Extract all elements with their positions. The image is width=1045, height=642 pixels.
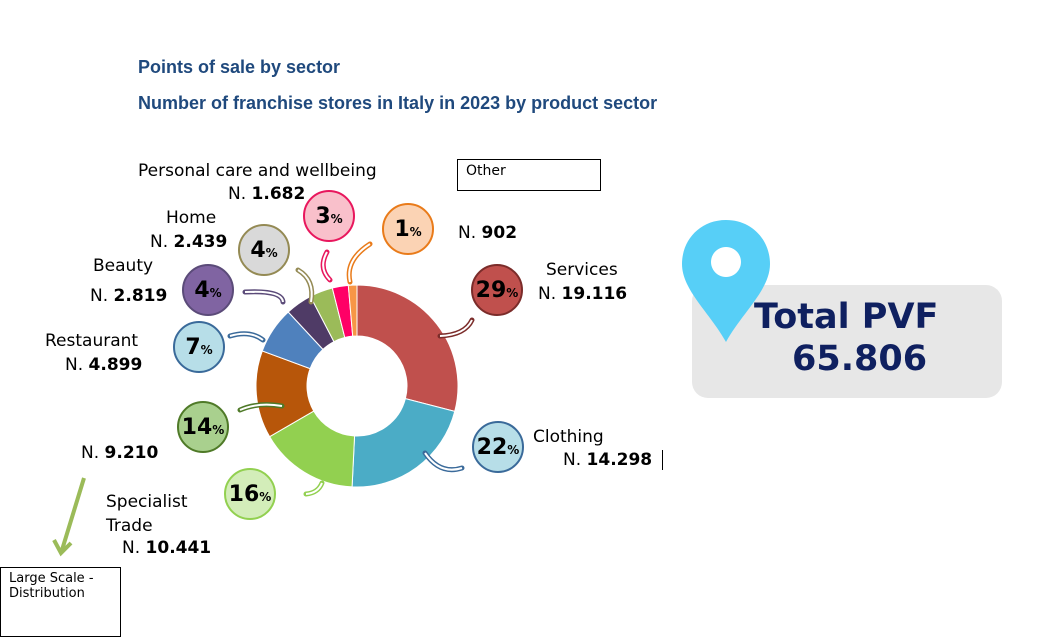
percent-value: 7 xyxy=(185,334,201,360)
percent-value: 4 xyxy=(250,237,266,263)
percent-sign: % xyxy=(209,286,222,300)
percent-value: 3 xyxy=(315,203,331,229)
percent-sign: % xyxy=(200,343,213,357)
percent-bubble: 7% xyxy=(173,321,225,373)
percent-sign: % xyxy=(265,246,278,260)
arrow-icon-inner xyxy=(229,332,264,341)
value-large-scale: N. 9.210 xyxy=(81,443,159,463)
value-services: N. 19.116 xyxy=(538,284,628,304)
label-home: Home xyxy=(166,208,217,228)
percent-bubble: 14% xyxy=(177,401,229,453)
label-beauty: Beauty xyxy=(93,256,154,276)
percent-bubble: 4% xyxy=(238,224,290,276)
percent-sign: % xyxy=(330,212,343,226)
percent-bubble: 29% xyxy=(471,264,523,316)
value-other: N. 902 xyxy=(458,223,518,243)
arrow-icon-inner xyxy=(305,482,323,495)
label-other: Other xyxy=(457,159,601,191)
chart-title: Points of sale by sector xyxy=(138,57,341,77)
arrow-icon-inner xyxy=(439,319,473,337)
label-services: Services xyxy=(546,260,618,280)
arrow-icon-inner xyxy=(239,403,283,411)
percent-value: 4 xyxy=(194,277,210,303)
percent-value: 14 xyxy=(181,414,213,440)
value-clothing: N. 14.298 xyxy=(563,450,664,470)
percent-sign: % xyxy=(212,423,225,437)
label-restaurant: Restaurant xyxy=(45,331,139,351)
percent-bubble: 4% xyxy=(182,264,234,316)
percent-bubble: 16% xyxy=(224,468,276,520)
percent-value: 16 xyxy=(228,481,260,507)
label-clothing: Clothing xyxy=(533,427,604,447)
percent-value: 29 xyxy=(475,277,507,303)
arrow-icon xyxy=(52,477,86,557)
percent-value: 1 xyxy=(394,216,410,242)
total-value: 65.806 xyxy=(792,339,928,379)
percent-sign: % xyxy=(507,443,520,457)
slice-clothing xyxy=(351,397,456,488)
value-home: N. 2.439 xyxy=(150,232,228,252)
value-restaurant: N. 4.899 xyxy=(65,355,143,375)
chart-subtitle: Number of franchise stores in Italy in 2… xyxy=(138,93,658,113)
percent-bubble: 22% xyxy=(472,421,524,473)
slice-other xyxy=(347,284,358,337)
percent-sign: % xyxy=(259,490,272,504)
total-label: Total PVF xyxy=(754,297,939,337)
percent-value: 22 xyxy=(476,434,508,460)
slice-services xyxy=(356,284,459,413)
label-large-scale: Large Scale - Distribution xyxy=(0,567,121,637)
label-specialist-trade: Specialist Trade xyxy=(106,492,188,536)
value-personal-care: N. 1.682 xyxy=(228,184,306,204)
percent-bubble: 1% xyxy=(382,203,434,255)
arrow-icon-inner xyxy=(244,290,284,303)
location-pin-icon xyxy=(682,220,770,342)
percent-sign: % xyxy=(409,225,422,239)
arrow-icon-inner xyxy=(348,243,371,283)
value-beauty: N. 2.819 xyxy=(90,286,168,306)
arrow-icon-inner xyxy=(322,251,331,281)
label-personal-care: Personal care and wellbeing xyxy=(138,161,377,181)
arrow-icon-inner xyxy=(424,452,463,471)
arrow-icon xyxy=(242,289,286,305)
percent-sign: % xyxy=(506,286,519,300)
value-specialist-trade: N. 10.441 xyxy=(122,538,212,558)
percent-bubble: 3% xyxy=(303,190,355,242)
arrow-icon-inner xyxy=(297,269,313,303)
